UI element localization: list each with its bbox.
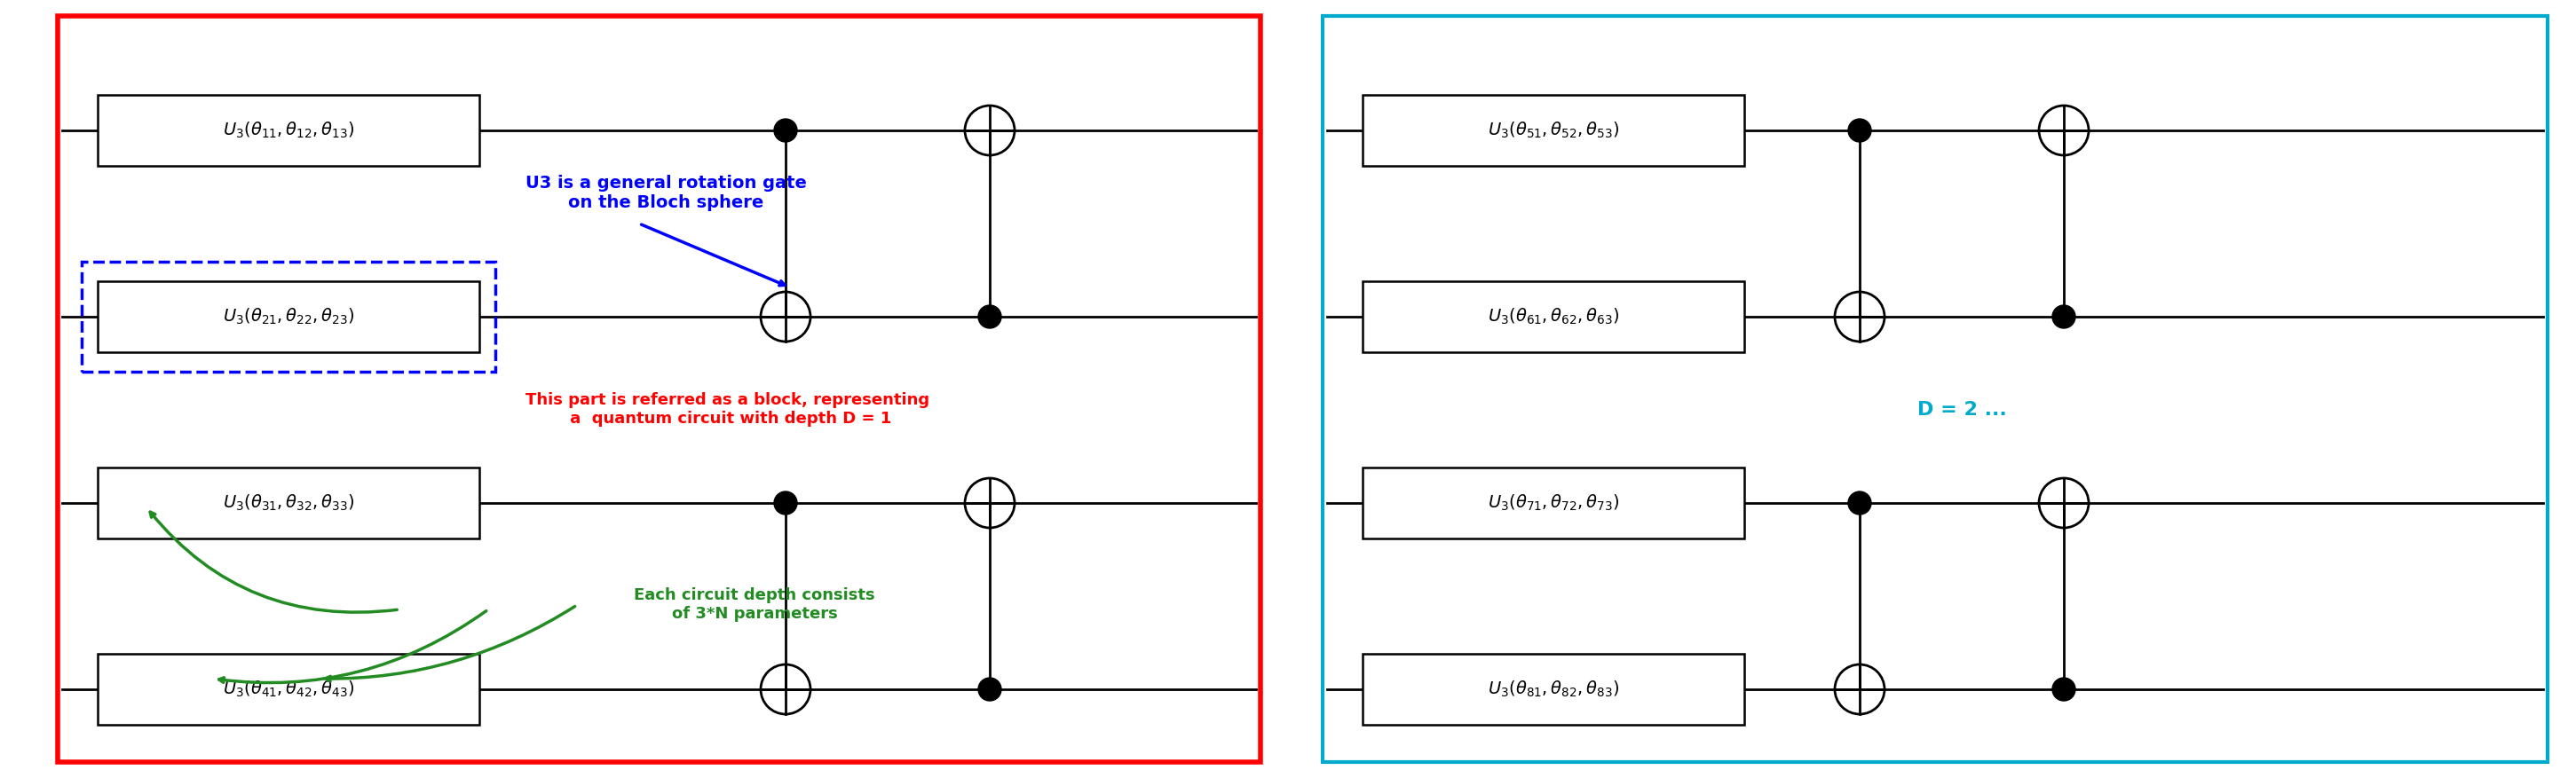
Bar (1363, 468, 1744, 538)
Circle shape (1847, 119, 1870, 142)
Text: $U_3(\theta_{31},\theta_{32},\theta_{33})$: $U_3(\theta_{31},\theta_{32},\theta_{33}… (222, 493, 355, 513)
Bar (1363, 95, 1744, 166)
Text: This part is referred as a block, representing
 a  quantum circuit with depth D : This part is referred as a block, repres… (526, 392, 930, 426)
Text: $U_3(\theta_{71},\theta_{72},\theta_{73})$: $U_3(\theta_{71},\theta_{72},\theta_{73}… (1486, 493, 1620, 513)
Text: $U_3(\theta_{61},\theta_{62},\theta_{63})$: $U_3(\theta_{61},\theta_{62},\theta_{63}… (1486, 307, 1620, 327)
Bar (98, 654, 479, 725)
Bar (98, 95, 479, 166)
Circle shape (773, 492, 796, 514)
Text: $U_3(\theta_{21},\theta_{22},\theta_{23})$: $U_3(\theta_{21},\theta_{22},\theta_{23}… (222, 307, 355, 327)
Circle shape (2053, 305, 2076, 328)
Text: D = 2 ...: D = 2 ... (1917, 401, 2007, 419)
Text: $U_3(\theta_{41},\theta_{42},\theta_{43})$: $U_3(\theta_{41},\theta_{42},\theta_{43}… (222, 679, 355, 699)
Circle shape (979, 678, 1002, 701)
Text: $U_3(\theta_{51},\theta_{52},\theta_{53})$: $U_3(\theta_{51},\theta_{52},\theta_{53}… (1486, 121, 1620, 140)
Circle shape (1847, 492, 1870, 514)
Circle shape (979, 305, 1002, 328)
Bar (1363, 654, 1744, 725)
Circle shape (2053, 678, 2076, 701)
Bar (1363, 281, 1744, 352)
Bar (82, 261, 495, 372)
Bar (57, 16, 1260, 762)
Bar (98, 281, 479, 352)
Text: U3 is a general rotation gate
on the Bloch sphere: U3 is a general rotation gate on the Blo… (526, 175, 806, 211)
Text: $U_3(\theta_{81},\theta_{82},\theta_{83})$: $U_3(\theta_{81},\theta_{82},\theta_{83}… (1486, 679, 1620, 699)
Text: $U_3(\theta_{11},\theta_{12},\theta_{13})$: $U_3(\theta_{11},\theta_{12},\theta_{13}… (222, 121, 355, 140)
Bar (98, 468, 479, 538)
Circle shape (773, 119, 796, 142)
Text: Each circuit depth consists
of 3*N parameters: Each circuit depth consists of 3*N param… (634, 587, 876, 622)
Bar (1321, 16, 2548, 762)
